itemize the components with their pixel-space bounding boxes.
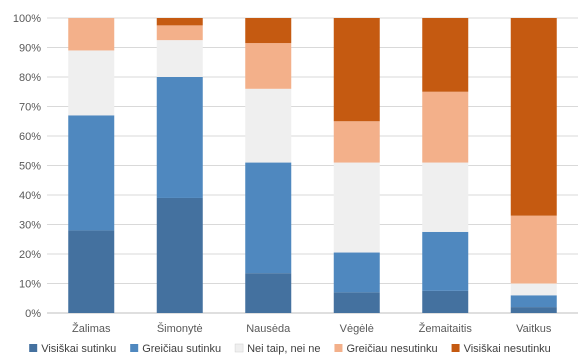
bar-segment [510,18,557,216]
y-tick-label: 100% [13,13,41,25]
legend-label: Greičiau sutinku [142,343,221,355]
x-axis-categories: Žalimas Šimonytė Nausėda Vėgėlė Žemaitaitis V… [72,322,552,335]
bar-segment [245,88,292,163]
legend-item: Visiškai nesutinku [451,343,551,355]
bars [68,18,557,313]
bar-segment [68,230,115,313]
bar-segment [333,292,380,313]
y-tick-label: 70% [19,102,41,114]
bar-segment [245,18,292,44]
bar-segment [422,91,469,163]
x-category-label: Žemaitaitis [419,322,473,335]
y-tick-label: 40% [19,190,41,202]
legend-swatch [29,344,38,352]
gridlines [47,17,578,314]
y-tick-label: 10% [19,279,41,291]
y-tick-label: 30% [19,220,41,232]
x-category-label: Šimonytė [157,322,203,335]
bar-segment [333,18,380,122]
bar-segment [510,215,557,284]
bar-segment [510,295,557,308]
bar-segment [333,162,380,253]
legend-label: Visiškai nesutinku [464,343,551,355]
y-tick-label: 60% [19,131,41,143]
bar-segment [422,231,469,291]
bar-segment [510,307,557,313]
legend-swatch [451,344,460,352]
y-tick-label: 90% [19,43,41,55]
legend-swatch [234,343,244,353]
legend-item: Greičiau nesutinku [334,343,438,355]
bar-segment [156,197,203,313]
bar-segment [68,50,115,116]
bar-segment [156,18,203,26]
x-category-label: Vėgėlė [340,323,374,335]
y-tick-label: 20% [19,249,41,261]
bar-segment [245,273,292,313]
bar-segment [245,43,292,89]
bar-segment [333,252,380,293]
legend: Visiškai sutinku Greičiau sutinku Nei taip… [29,343,551,355]
bar-segment [422,18,469,92]
x-category-label: Žalimas [72,322,111,335]
y-tick-label: 50% [19,161,41,173]
legend-item: Visiškai sutinku [29,343,116,355]
x-category-label: Vaitkus [516,323,552,335]
bar-segment [68,115,115,231]
legend-item: Nei taip, nei ne [234,343,320,355]
bar-segment [422,162,469,232]
y-axis-ticks: 0% 10% 20% 30% 40% 50% 60% 70% 80% 90% 100% [13,13,41,320]
legend-label: Nei taip, nei ne [247,343,320,355]
x-category-label: Nausėda [246,323,291,335]
bar-segment [156,40,203,77]
bar-segment [68,18,115,51]
legend-swatch [130,344,139,352]
bar-segment [156,25,203,41]
bar-segment [510,283,557,296]
bar-segment [422,290,469,313]
legend-swatch [334,344,343,352]
y-tick-label: 0% [25,308,41,320]
legend-label: Greičiau nesutinku [346,343,437,355]
bar-segment [156,77,203,198]
legend-label: Visiškai sutinku [41,343,116,355]
legend-item: Greičiau sutinku [130,343,221,355]
bar-segment [245,162,292,274]
bar-segment [333,121,380,163]
y-tick-label: 80% [19,72,41,84]
